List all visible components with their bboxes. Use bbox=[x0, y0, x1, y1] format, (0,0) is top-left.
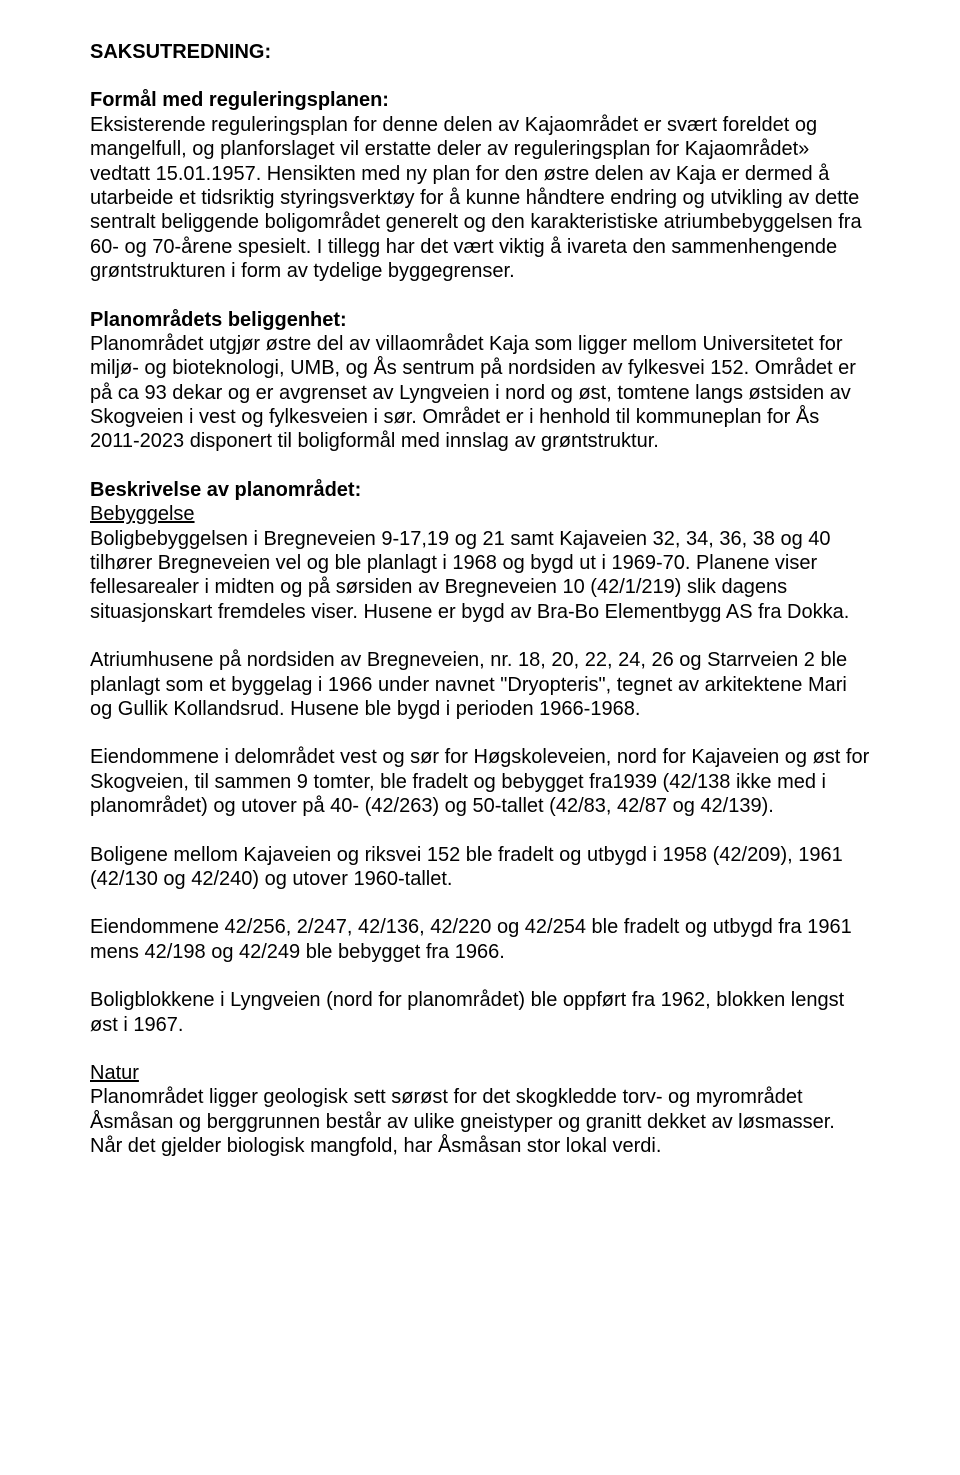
sub-heading-natur: Natur bbox=[90, 1061, 870, 1085]
paragraph-text: Eksisterende reguleringsplan for denne d… bbox=[90, 113, 870, 284]
paragraph-text: Boligene mellom Kajaveien og riksvei 152… bbox=[90, 843, 870, 892]
sub-heading-bebyggelse: Bebyggelse bbox=[90, 502, 870, 526]
paragraph-text: Boligbebyggelsen i Bregneveien 9-17,19 o… bbox=[90, 527, 870, 625]
section-beskrivelse: Beskrivelse av planområdet: Bebyggelse B… bbox=[90, 478, 870, 1159]
section-heading-formal: Formål med reguleringsplanen: bbox=[90, 88, 870, 112]
paragraph-text: Eiendommene i delområdet vest og sør for… bbox=[90, 745, 870, 818]
section-formal: Formål med reguleringsplanen: Eksisteren… bbox=[90, 88, 870, 283]
section-beliggenhet: Planområdets beliggenhet: Planområdet ut… bbox=[90, 308, 870, 454]
document-page: SAKSUTREDNING: Formål med reguleringspla… bbox=[0, 0, 960, 1475]
document-title: SAKSUTREDNING: bbox=[90, 40, 870, 64]
paragraph-text: Planområdet ligger geologisk sett sørøst… bbox=[90, 1085, 870, 1158]
paragraph-text: Planområdet utgjør østre del av villaomr… bbox=[90, 332, 870, 454]
paragraph-text: Eiendommene 42/256, 2/247, 42/136, 42/22… bbox=[90, 915, 870, 964]
section-heading-beskrivelse: Beskrivelse av planområdet: bbox=[90, 478, 870, 502]
paragraph-text: Atriumhusene på nordsiden av Bregneveien… bbox=[90, 648, 870, 721]
section-heading-beliggenhet: Planområdets beliggenhet: bbox=[90, 308, 870, 332]
paragraph-text: Boligblokkene i Lyngveien (nord for plan… bbox=[90, 988, 870, 1037]
